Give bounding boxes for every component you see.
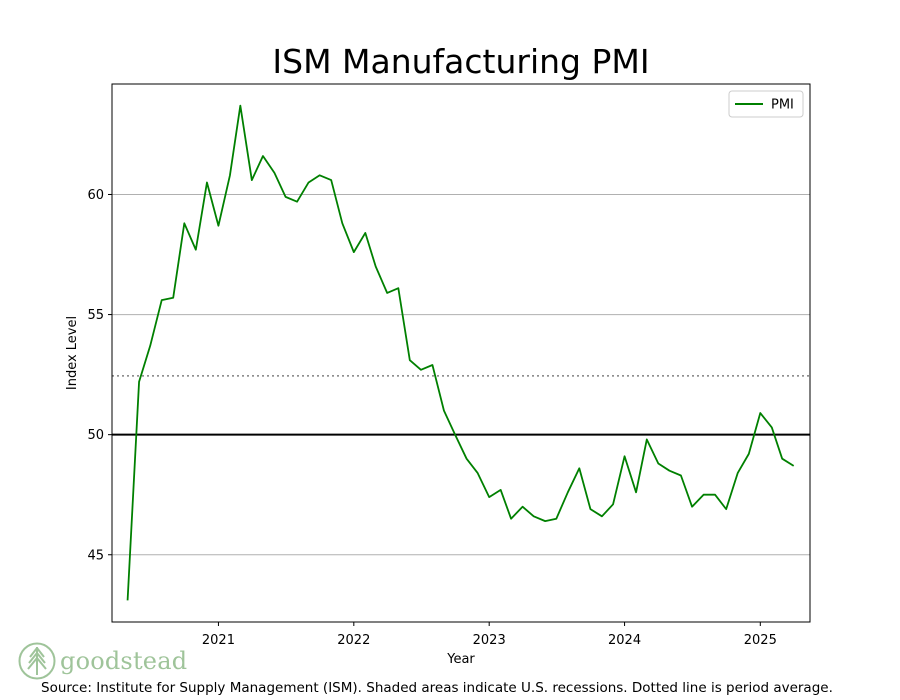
chart-title: ISM Manufacturing PMI (272, 42, 650, 81)
brand-logo: goodstead (18, 641, 187, 681)
legend: PMI (728, 90, 804, 118)
reference-lines (112, 375, 810, 436)
y-tick-label: 45 (87, 548, 104, 563)
y-tick-label: 60 (87, 188, 104, 203)
pmi-series-line (126, 104, 795, 601)
grid-lines (112, 193, 810, 556)
y-axis-ticks: 45 50 55 60 (87, 188, 112, 563)
plot-frame (111, 83, 811, 623)
x-tick-label: 2022 (337, 633, 370, 648)
legend-box (728, 90, 804, 118)
x-tick-label: 2023 (473, 633, 506, 648)
series-layer (126, 104, 795, 601)
x-tick-label: 2024 (608, 633, 641, 648)
y-tick-label: 55 (87, 308, 104, 323)
legend-label: PMI (771, 98, 794, 113)
logo-wordmark: goodstead (60, 647, 188, 675)
x-tick-label: 2025 (744, 633, 777, 648)
source-note: Source: Institute for Supply Management … (41, 680, 833, 696)
x-tick-label: 2021 (202, 633, 235, 648)
tree-icon (18, 642, 56, 680)
y-axis-label: Index Level (65, 316, 80, 390)
x-axis-label: Year (446, 652, 475, 667)
y-tick-label: 50 (87, 428, 104, 443)
x-axis-ticks: 2021 2022 2023 2024 2025 (202, 622, 777, 648)
